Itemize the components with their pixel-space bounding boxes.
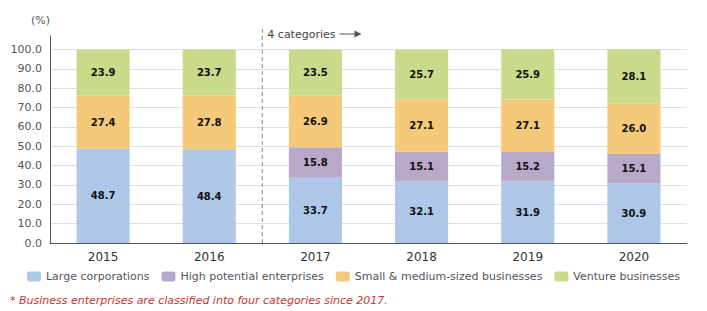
svg-text:90.0: 90.0 (18, 62, 43, 75)
svg-text:2017: 2017 (300, 250, 331, 264)
svg-text:25.7: 25.7 (409, 69, 434, 80)
svg-text:* Business enterprises are cla: * Business enterprises are classified in… (10, 294, 388, 307)
svg-text:30.0: 30.0 (18, 178, 43, 191)
svg-text:20.0: 20.0 (18, 198, 43, 211)
svg-text:31.9: 31.9 (515, 207, 540, 218)
svg-text:2018: 2018 (406, 250, 437, 264)
svg-text:80.0: 80.0 (18, 82, 43, 95)
svg-text:23.7: 23.7 (197, 67, 222, 78)
svg-text:Large corporations: Large corporations (46, 270, 150, 283)
svg-text:0.0: 0.0 (25, 237, 43, 250)
svg-text:40.0: 40.0 (18, 159, 43, 172)
svg-text:15.2: 15.2 (515, 161, 540, 172)
svg-text:15.1: 15.1 (409, 161, 434, 172)
svg-text:2019: 2019 (512, 250, 543, 264)
svg-text:30.9: 30.9 (622, 208, 647, 219)
svg-text:27.4: 27.4 (91, 117, 116, 128)
svg-text:48.7: 48.7 (91, 190, 116, 201)
svg-text:26.9: 26.9 (303, 116, 328, 127)
svg-text:15.8: 15.8 (303, 157, 328, 168)
svg-text:28.1: 28.1 (622, 71, 647, 82)
svg-text:4 categories: 4 categories (267, 28, 335, 41)
svg-text:27.8: 27.8 (197, 117, 222, 128)
svg-text:27.1: 27.1 (409, 120, 434, 131)
svg-text:25.9: 25.9 (515, 69, 540, 80)
svg-text:10.0: 10.0 (18, 217, 43, 230)
svg-text:2015: 2015 (88, 250, 119, 264)
svg-text:2020: 2020 (619, 250, 650, 264)
svg-text:32.1: 32.1 (409, 206, 434, 217)
svg-text:33.7: 33.7 (303, 205, 328, 216)
svg-text:23.5: 23.5 (303, 67, 328, 78)
svg-text:(%): (%) (31, 14, 50, 27)
svg-text:50.0: 50.0 (18, 140, 43, 153)
svg-text:Small & medium-sized businesse: Small & medium-sized businesses (355, 270, 543, 283)
svg-text:60.0: 60.0 (18, 120, 43, 133)
svg-text:2016: 2016 (194, 250, 225, 264)
svg-text:15.1: 15.1 (622, 163, 647, 174)
svg-text:26.0: 26.0 (622, 123, 647, 134)
svg-text:27.1: 27.1 (515, 120, 540, 131)
svg-text:Venture businesses: Venture businesses (573, 270, 680, 283)
svg-text:High potential enterprises: High potential enterprises (180, 270, 324, 283)
svg-text:100.0: 100.0 (11, 43, 43, 56)
svg-text:23.9: 23.9 (91, 67, 116, 78)
svg-text:70.0: 70.0 (18, 101, 43, 114)
svg-text:48.4: 48.4 (197, 191, 222, 202)
